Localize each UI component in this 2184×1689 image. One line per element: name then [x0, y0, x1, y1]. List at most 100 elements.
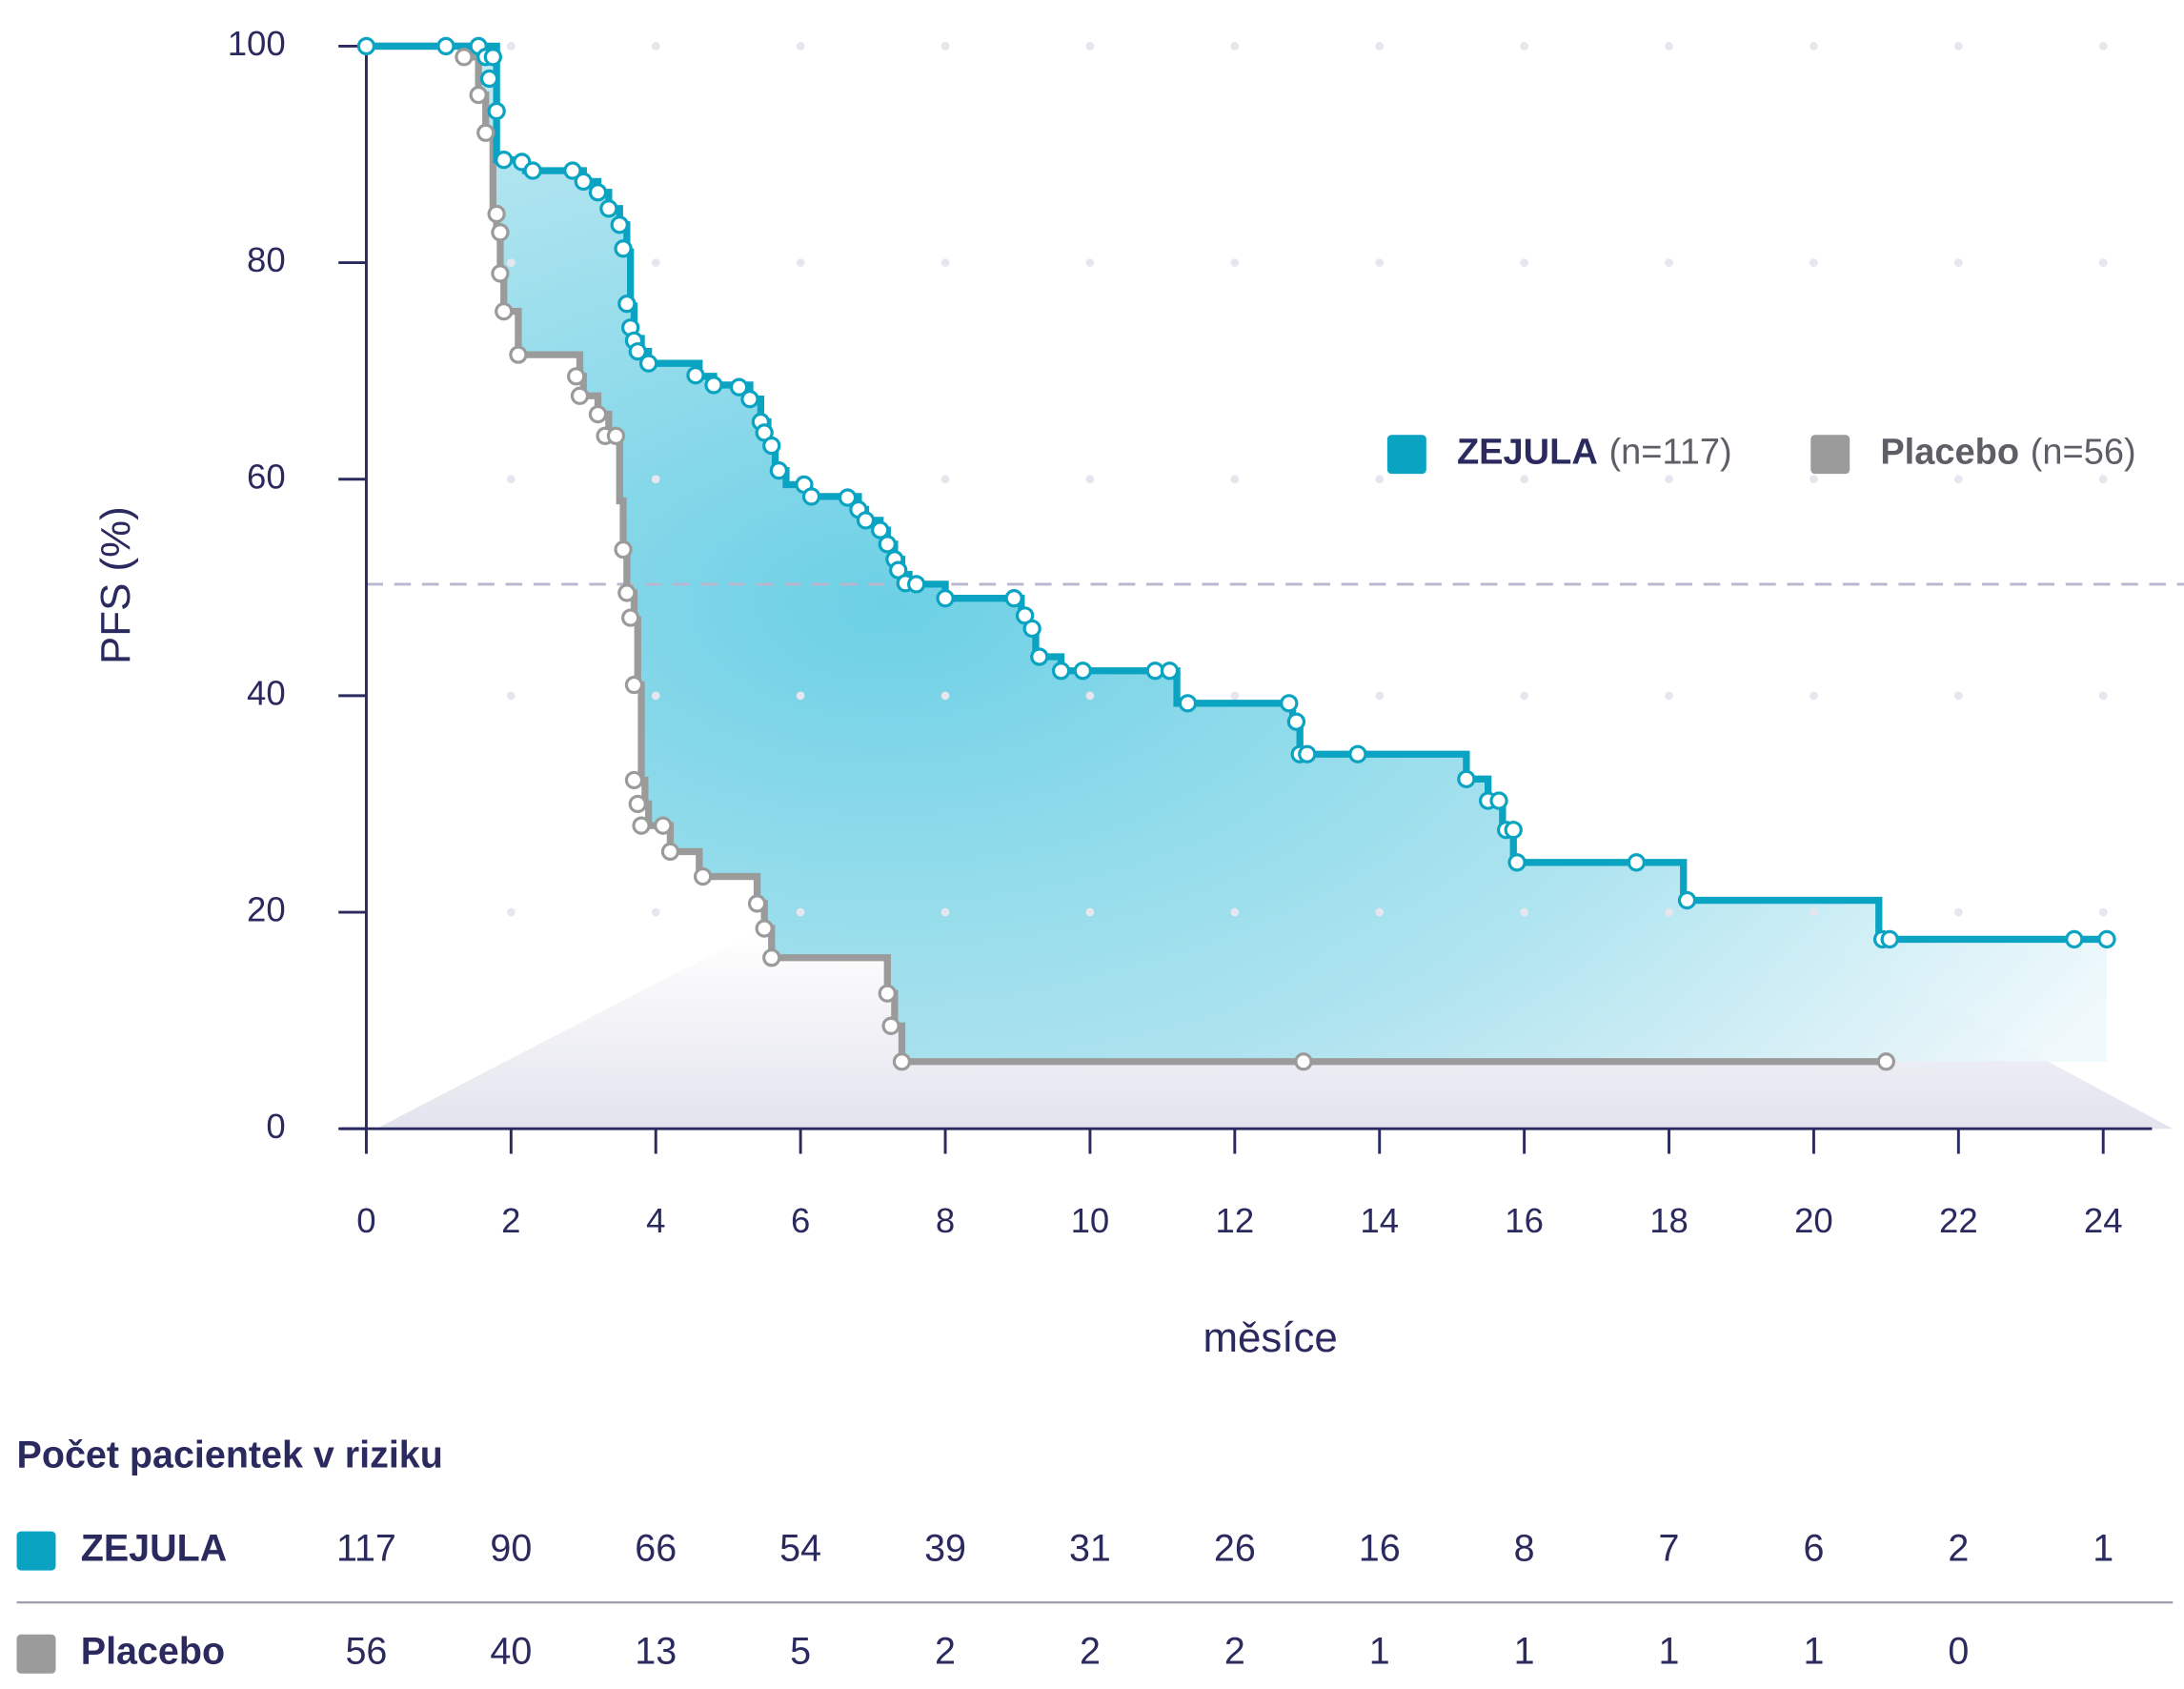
risk-count: 5: [790, 1631, 811, 1673]
censor-mark: [599, 199, 618, 218]
grid-dot: [1230, 42, 1240, 51]
censor-mark: [614, 539, 633, 560]
censor-mark: [491, 223, 510, 242]
censor-mark: [1457, 769, 1476, 788]
risk-count: 117: [336, 1528, 396, 1570]
y-tick-label: 20: [247, 890, 286, 929]
censor-mark: [1051, 661, 1071, 681]
risk-table-title: Počet pacientek v riziku: [17, 1435, 443, 1476]
grid-dot: [2098, 907, 2108, 917]
x-tick-label: 6: [791, 1201, 810, 1240]
grid-dot: [796, 907, 805, 917]
censor-mark: [483, 48, 502, 67]
censor-mark: [523, 161, 542, 180]
grid-dot: [940, 42, 950, 51]
legend-count: (n=117): [1608, 433, 1731, 473]
x-tick-label: 16: [1505, 1201, 1544, 1240]
censor-mark: [1160, 661, 1180, 681]
grid-dot: [2098, 258, 2108, 267]
x-tick-label: 0: [356, 1201, 375, 1240]
legend-swatch: [1386, 435, 1426, 475]
censor-mark: [878, 984, 897, 1003]
censor-mark: [881, 1016, 900, 1035]
censor-mark: [1627, 853, 1646, 872]
censor-mark: [436, 36, 455, 56]
censor-mark: [617, 295, 637, 314]
censor-mark: [1677, 890, 1697, 910]
grid-dot: [651, 691, 660, 701]
risk-count: 90: [490, 1528, 532, 1570]
legend-count: (n=56): [2031, 433, 2136, 473]
censor-mark: [563, 161, 582, 180]
censor-mark: [1004, 589, 1023, 608]
censor-mark: [495, 302, 514, 321]
grid-dot: [1085, 258, 1095, 267]
y-tick-label: 40: [247, 674, 286, 713]
grid-dot: [1810, 475, 1818, 484]
x-tick-label: 12: [1216, 1201, 1255, 1240]
censor-mark: [892, 1052, 912, 1071]
grid-dot: [1810, 42, 1818, 51]
grid-dot: [940, 258, 950, 267]
x-axis-title: měsíce: [1203, 1314, 1337, 1361]
censor-mark: [479, 69, 499, 89]
grid-dot: [1953, 691, 1963, 701]
grid-dot: [796, 42, 805, 51]
grid-dot: [1953, 258, 1963, 267]
censor-mark: [729, 377, 749, 397]
risk-count: 1: [1514, 1631, 1535, 1673]
censor-mark: [1294, 1052, 1313, 1071]
censor-mark: [740, 390, 759, 409]
grid-dot: [2098, 42, 2108, 51]
x-tick-label: 24: [2084, 1201, 2123, 1240]
censor-mark: [487, 101, 506, 121]
row-name: ZEJULA: [81, 1528, 227, 1570]
censor-mark: [628, 342, 647, 361]
censor-mark: [762, 948, 781, 967]
risk-count: 2: [1080, 1631, 1101, 1673]
grid-dot: [796, 258, 805, 267]
censor-mark: [704, 376, 723, 395]
risk-count: 1: [2093, 1528, 2113, 1570]
censor-mark: [574, 172, 593, 192]
censor-mark: [654, 816, 673, 835]
x-tick-label: 10: [1071, 1201, 1110, 1240]
censor-mark: [686, 366, 705, 385]
risk-count: 6: [1803, 1528, 1824, 1570]
grid-dot: [1665, 475, 1673, 484]
censor-mark: [755, 919, 774, 938]
censor-mark: [570, 386, 590, 405]
censor-mark: [621, 608, 640, 627]
grid-dot: [1230, 691, 1240, 701]
grid-dot: [1520, 42, 1529, 51]
censor-mark: [2097, 929, 2116, 949]
risk-count: 2: [1224, 1631, 1245, 1673]
censor-mark: [1298, 744, 1317, 763]
grid-dot: [506, 907, 516, 917]
risk-count: 40: [490, 1631, 532, 1673]
grid-dot: [1230, 907, 1240, 917]
censor-mark: [1280, 694, 1299, 713]
grid-dot: [1375, 691, 1385, 701]
grid-dot: [940, 907, 950, 917]
y-tick-label: 100: [228, 24, 286, 63]
grid-dot: [940, 691, 950, 701]
censor-mark: [628, 794, 647, 814]
censor-mark: [747, 894, 767, 913]
censor-mark: [624, 675, 644, 695]
censor-mark: [588, 183, 608, 202]
censor-mark: [624, 770, 644, 790]
risk-count: 7: [1659, 1528, 1680, 1570]
risk-count: 0: [1948, 1631, 1969, 1673]
censor-mark: [1286, 712, 1306, 731]
censor-mark: [509, 345, 528, 364]
censor-mark: [1504, 821, 1523, 840]
censor-mark: [491, 264, 510, 283]
risk-count: 13: [635, 1631, 677, 1673]
grid-dot: [1665, 907, 1673, 917]
grid-dot: [1375, 907, 1385, 917]
censor-mark: [469, 85, 488, 105]
censor-mark: [907, 575, 926, 594]
grid-dot: [2098, 691, 2108, 701]
